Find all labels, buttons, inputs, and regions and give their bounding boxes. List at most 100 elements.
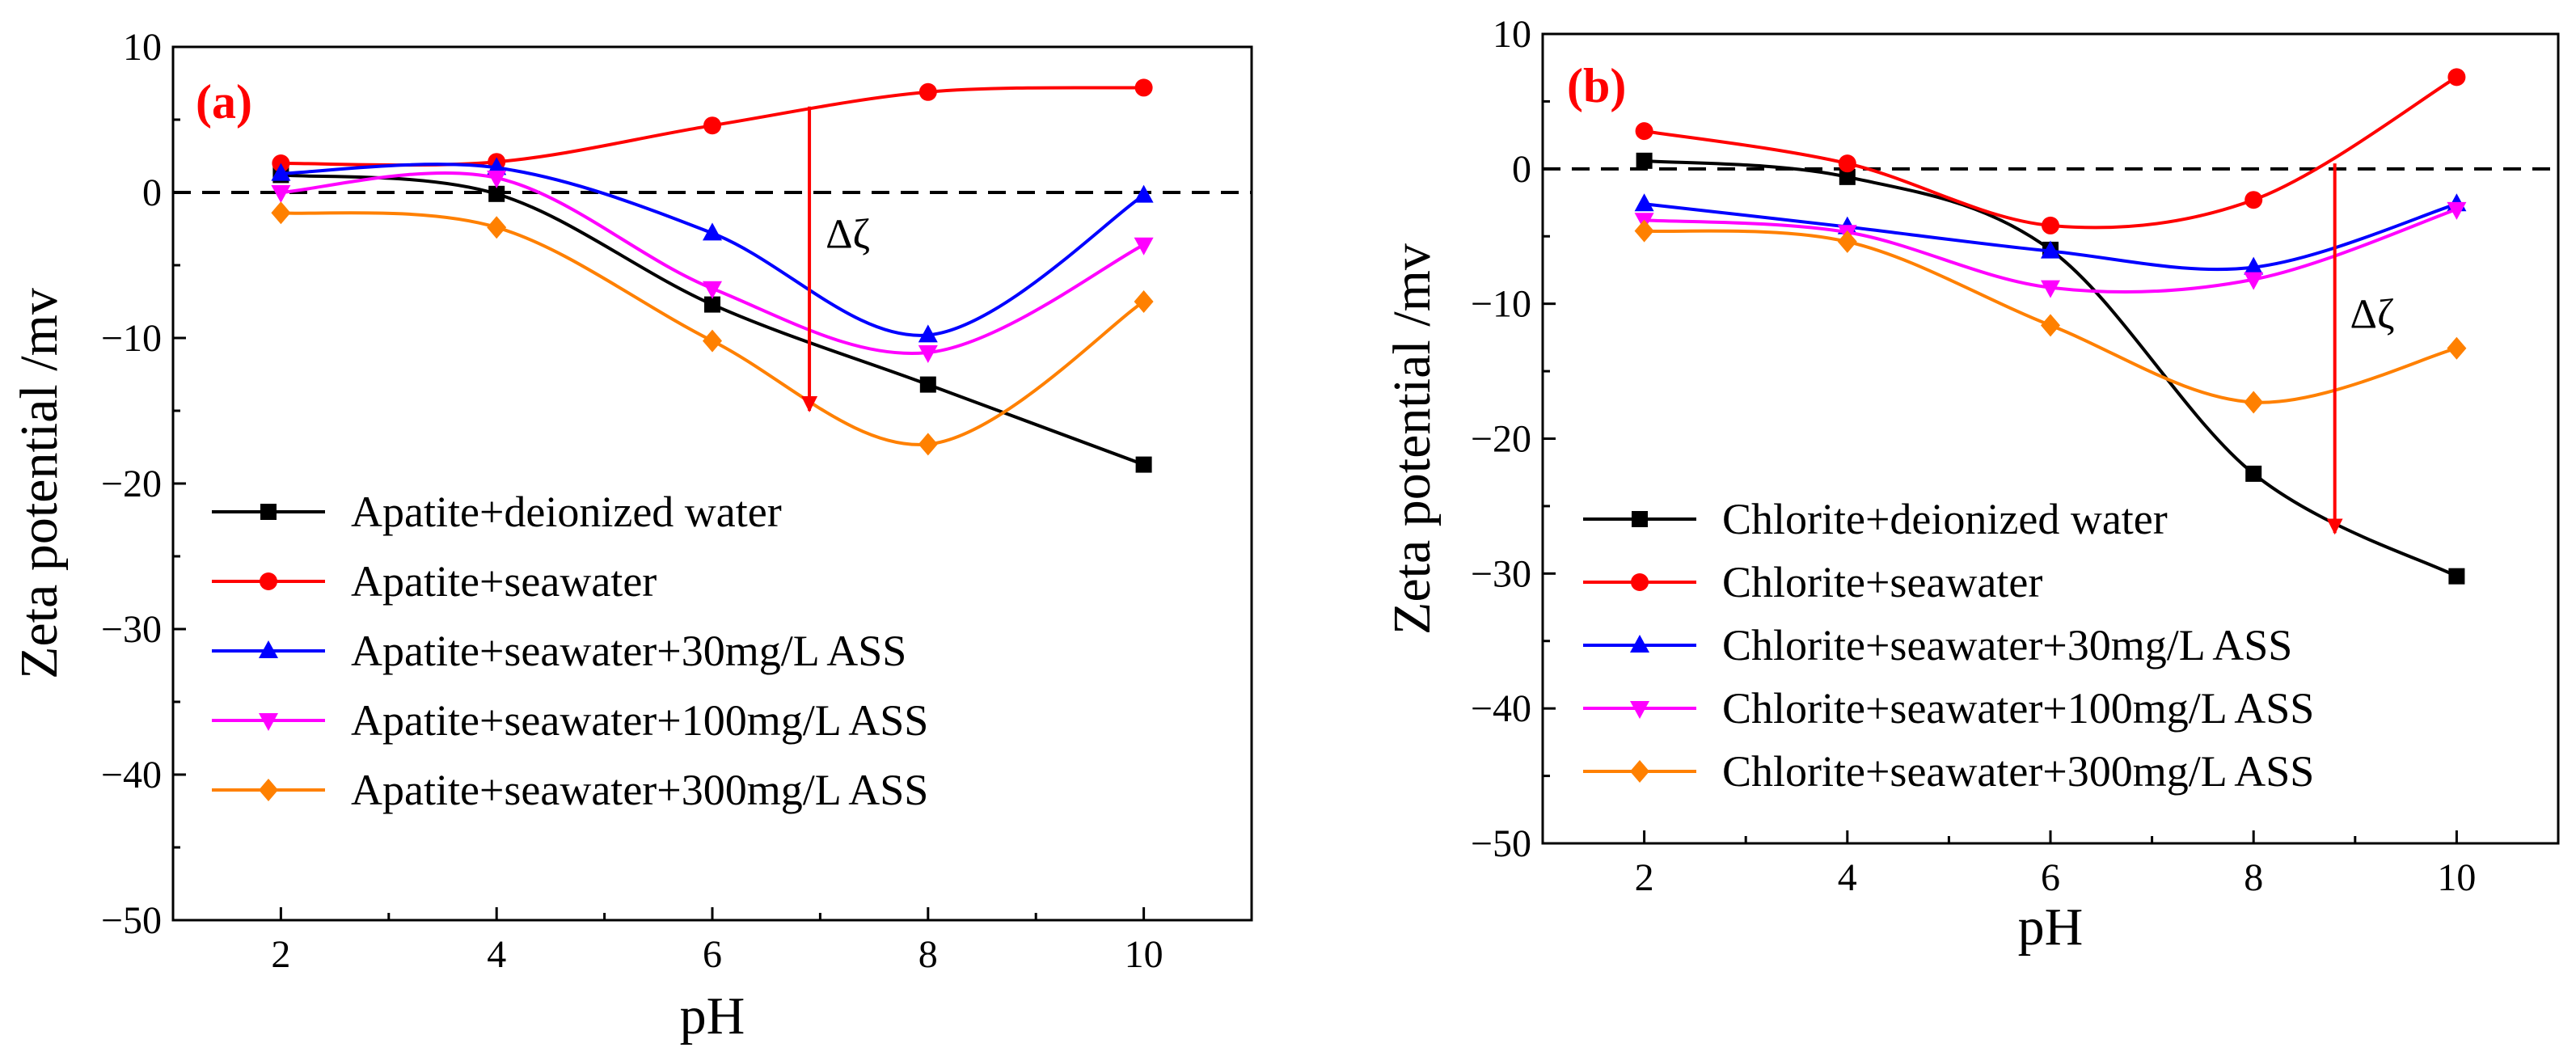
x-tick-label: 6 <box>2041 856 2060 899</box>
y-tick-label: −10 <box>101 317 162 360</box>
y-tick-label: −30 <box>101 608 162 651</box>
x-tick-label: 4 <box>487 933 506 976</box>
data-point <box>2041 240 2060 259</box>
x-tick-label: 2 <box>1635 856 1654 899</box>
x-tick-label: 8 <box>918 933 938 976</box>
legend-entry: Chlorite+seawater+100mg/L ASS <box>1722 684 2314 733</box>
data-point <box>2447 336 2467 360</box>
delta-zeta-label: Δζ <box>2350 292 2395 338</box>
legend-entry: Chlorite+seawater <box>1722 558 2042 606</box>
y-tick-label: −20 <box>1471 418 1531 461</box>
data-point <box>704 296 720 313</box>
legend-marker <box>260 504 277 520</box>
data-point <box>271 201 291 225</box>
data-point <box>271 185 291 203</box>
y-axis-title: Zeta potential /mv <box>1383 243 1442 635</box>
data-point <box>918 345 938 363</box>
data-point <box>2244 191 2263 209</box>
legend-marker <box>1630 635 1649 653</box>
y-tick-label: 10 <box>1493 13 1531 56</box>
data-point <box>1839 168 1856 185</box>
legend-entry: Apatite+deionized water <box>351 488 782 536</box>
legend-marker <box>1630 701 1649 719</box>
y-tick-label: −50 <box>1471 822 1531 865</box>
legend-marker <box>260 572 277 590</box>
x-tick-label: 6 <box>703 933 722 976</box>
x-tick-label: 4 <box>1838 856 1857 899</box>
y-axis-title: Zeta potential /mv <box>10 288 69 679</box>
data-point <box>1134 78 1153 97</box>
data-point <box>2041 314 2060 337</box>
series-line <box>281 211 1145 446</box>
data-point <box>1635 122 1653 141</box>
data-point <box>1837 230 1857 253</box>
x-axis-title: pH <box>2018 898 2084 957</box>
data-point <box>2447 68 2466 87</box>
x-tick-label: 10 <box>1125 933 1163 976</box>
data-point <box>1838 154 1856 173</box>
data-point <box>1636 152 1653 169</box>
data-point <box>918 433 938 456</box>
data-point <box>488 185 505 202</box>
y-tick-label: −10 <box>1471 283 1531 326</box>
y-tick-label: −30 <box>1471 552 1531 595</box>
data-point <box>703 281 722 299</box>
legend-marker <box>1630 760 1649 783</box>
panel-label: (b) <box>1567 59 1626 112</box>
data-point <box>1134 290 1154 313</box>
y-tick-label: 10 <box>123 26 162 69</box>
y-tick-label: −50 <box>101 899 162 942</box>
data-point <box>1134 184 1154 203</box>
data-point <box>1634 219 1654 243</box>
series-line <box>281 173 1145 467</box>
data-point <box>918 82 937 101</box>
delta-zeta-label: Δζ <box>826 211 870 257</box>
legend-marker <box>259 779 278 801</box>
data-point <box>487 157 507 175</box>
data-point <box>703 329 722 353</box>
legend-entry: Apatite+seawater+300mg/L ASS <box>351 766 928 814</box>
y-tick-label: 0 <box>142 171 162 214</box>
data-point <box>2244 272 2264 290</box>
y-tick-label: −20 <box>101 463 162 505</box>
data-point <box>487 171 507 188</box>
data-point <box>2042 216 2059 234</box>
x-tick-label: 2 <box>271 933 290 976</box>
x-tick-label: 10 <box>2437 856 2476 899</box>
legend-entry: Chlorite+deionized water <box>1722 495 2168 543</box>
legend-marker <box>1632 511 1648 527</box>
series-line <box>1644 158 2458 578</box>
data-point <box>703 116 721 135</box>
data-point <box>918 324 938 343</box>
y-tick-label: −40 <box>1471 687 1531 730</box>
legend-marker <box>1631 573 1649 591</box>
data-point <box>487 216 507 239</box>
legend-marker <box>259 640 278 658</box>
legend-entry: Chlorite+seawater+30mg/L ASS <box>1722 621 2292 670</box>
data-point <box>1134 237 1154 256</box>
data-point <box>2448 568 2465 585</box>
panel-label: (a) <box>196 75 252 129</box>
y-tick-label: 0 <box>1512 148 1531 191</box>
chart-panel-b: 10 0 −10 −20 −30 −40 −50 2 4 6 8 10 pH Zeta potential… <box>1383 13 2560 957</box>
legend-entry: Apatite+seawater+30mg/L ASS <box>351 627 906 675</box>
data-point <box>919 376 936 393</box>
legend-marker <box>259 713 278 731</box>
data-point <box>2447 201 2467 220</box>
data-point <box>1135 456 1152 473</box>
chart-panel-a: 10 0 −10 −20 −30 −40 −50 2 4 6 8 10 pH Zeta potential… <box>10 26 1253 1045</box>
data-point <box>2244 391 2264 414</box>
legend-entry: Apatite+seawater <box>351 557 657 606</box>
data-point <box>271 163 291 181</box>
legend-entry: Chlorite+seawater+300mg/L ASS <box>1722 747 2314 796</box>
series-line <box>281 171 1145 355</box>
data-point <box>2245 465 2262 482</box>
y-tick-label: −40 <box>101 754 162 796</box>
data-point <box>1634 193 1654 212</box>
data-point <box>2244 256 2264 275</box>
x-axis-title: pH <box>680 986 745 1045</box>
data-point <box>703 222 722 241</box>
data-point <box>2041 280 2060 298</box>
legend-entry: Apatite+seawater+100mg/L ASS <box>351 696 928 745</box>
